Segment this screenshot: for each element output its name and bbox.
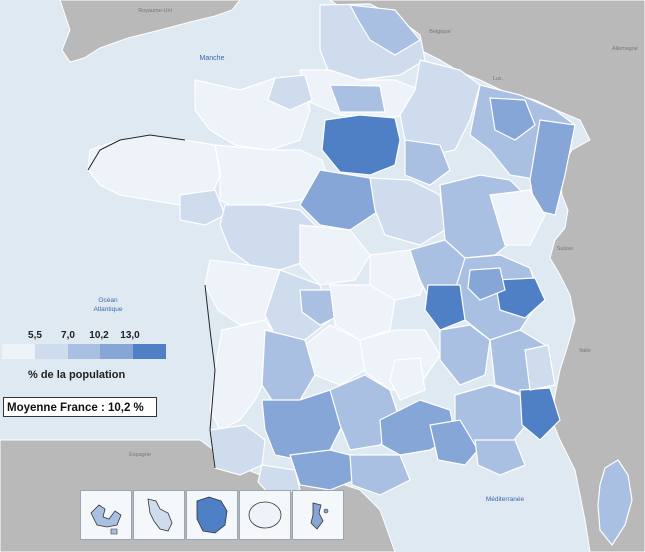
legend-swatch-1 (2, 344, 35, 359)
region-oise (329, 84, 386, 113)
legend-tick-1: 5,5 (28, 330, 42, 341)
legend-tick-2: 7,0 (61, 330, 75, 341)
legend-tick-4: 13,0 (120, 330, 140, 341)
legend-swatch-4 (100, 344, 134, 359)
region-cantal (389, 357, 426, 401)
legend-title: % de la population (28, 369, 126, 381)
italie-label: Italie (579, 348, 591, 354)
region-corse (597, 459, 633, 547)
region-hainaut (348, 4, 421, 56)
region-rhone (424, 284, 466, 331)
legend-ticks: 5,5 7,0 10,2 13,0 (2, 328, 166, 344)
manche-label: Manche (200, 55, 225, 62)
average-box: Moyenne France : 10,2 % (3, 397, 157, 417)
region-moselle (489, 97, 536, 141)
inset-guadeloupe (80, 490, 132, 540)
region-seine-maritime (267, 74, 313, 111)
legend-swatch-2 (34, 344, 68, 359)
region-bouches-du-rhone (429, 419, 479, 466)
mediterranee-label: Méditerranée (486, 496, 525, 503)
region-vienne (299, 289, 341, 326)
luxembourg-label: Lux. (493, 76, 504, 82)
inset-martinique (133, 490, 185, 540)
region-aude (349, 454, 411, 496)
legend-swatch-5 (133, 344, 166, 359)
inset-guyane (186, 490, 238, 540)
suisse-label: Suisse (557, 246, 574, 252)
region-loire (439, 324, 491, 386)
east-land (329, 0, 645, 552)
region-ain (467, 267, 506, 301)
uk-land (59, 0, 241, 63)
legend-tick-3: 10,2 (89, 330, 109, 341)
belgique-label: Belgique (429, 29, 450, 35)
legend: 5,5 7,0 10,2 13,0 (2, 328, 166, 359)
region-pays-de-loire (219, 204, 321, 271)
region-loiret (299, 224, 371, 286)
region-haute-garonne (289, 449, 356, 491)
espagne-label: Espagne (129, 452, 151, 458)
ocean-label-line2: Atlantique (94, 306, 123, 313)
royaume-uni-label: Royaume-Uni (138, 8, 172, 14)
coastline-atlantique (204, 284, 216, 469)
overseas-insets (80, 490, 345, 540)
region-alsace (529, 119, 576, 216)
region-alpes-maritimes (519, 387, 561, 441)
legend-color-bar (2, 344, 166, 359)
region-maine (214, 144, 331, 211)
region-haute-saone (489, 189, 546, 246)
region-yonne (369, 177, 446, 246)
region-morbihan (179, 189, 226, 226)
inset-mayotte (292, 490, 344, 540)
allemagne-label: Allemagne (612, 46, 638, 52)
region-ile-de-france (321, 114, 401, 176)
region-var (474, 439, 526, 476)
inset-reunion (239, 490, 291, 540)
legend-swatch-3 (67, 344, 101, 359)
region-savoie (494, 277, 546, 319)
ocean-label-line1: Océan (98, 297, 118, 304)
region-hautes-alpes (524, 344, 556, 391)
france-departements (87, 3, 633, 547)
region-gironde (209, 319, 276, 431)
coastline-bretagne (87, 134, 186, 171)
region-aube (404, 139, 451, 186)
